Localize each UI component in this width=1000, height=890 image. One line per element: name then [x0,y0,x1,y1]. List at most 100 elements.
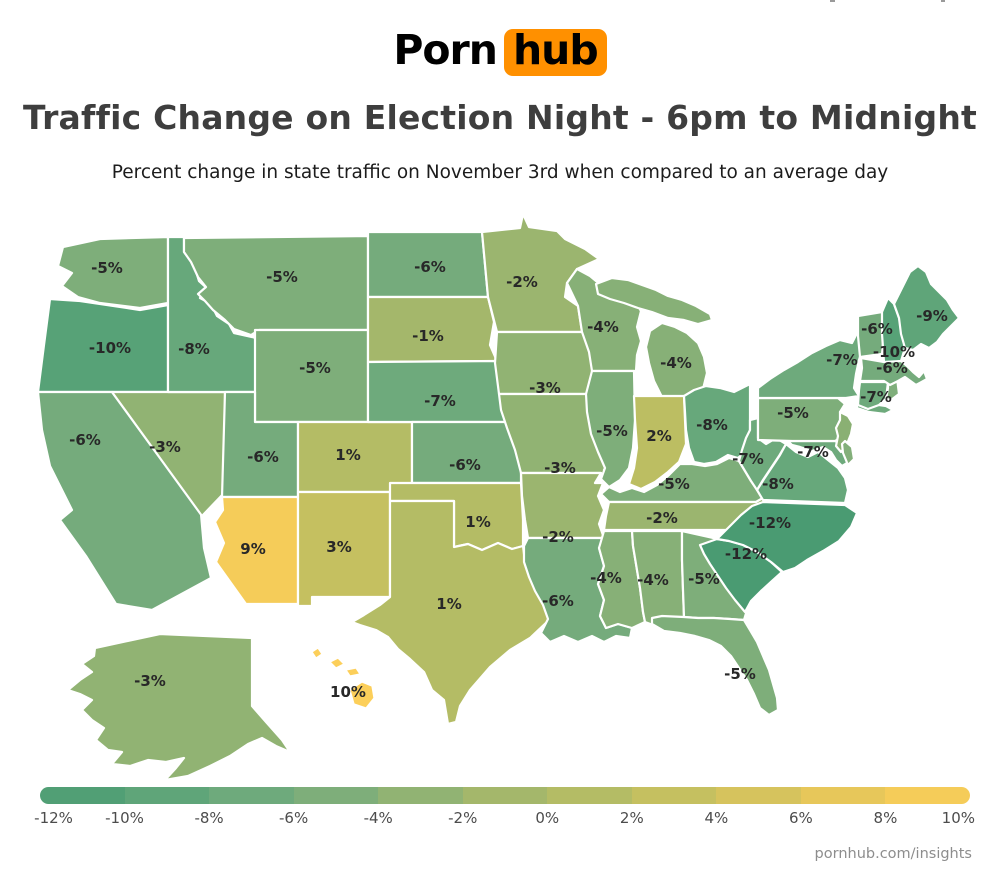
state-label-ga: -5% [688,570,720,588]
state-label-wy: -5% [299,359,331,377]
state-label-ia: -3% [529,379,561,397]
state-label-ar: -2% [542,528,574,546]
state-ak [66,632,292,782]
state-label-mo: -3% [544,459,576,477]
logo-porn-text: Porn [393,26,498,74]
state-de [840,439,856,467]
legend-tick: -12% [34,809,73,827]
state-label-nm: 3% [326,538,351,556]
state-hi [329,657,345,669]
legend-tick-labels: -12% -10% -8% -6% -4% -2% 0% 2% 4% 6% 8% 10% [34,809,975,831]
state-label-ct: -7% [860,388,892,406]
logo-hub-badge: hub [503,28,607,77]
state-label-ma: -6% [876,359,908,377]
state-label-sd: -1% [412,327,444,345]
state-label-ok: 1% [465,513,490,531]
state-ny [756,327,870,400]
state-in [627,394,688,491]
state-label-tn: -2% [646,509,678,527]
state-label-mn: -2% [506,273,538,291]
state-label-id: -8% [178,340,210,358]
state-label-ks: -6% [449,456,481,474]
legend-segment [209,787,294,804]
state-label-al: -4% [637,571,669,589]
legend-tick: -10% [105,809,144,827]
legend-gradient-bar [40,787,970,804]
legend-tick: 2% [619,809,644,827]
legend-segment [631,787,717,804]
legend-segment [462,787,548,804]
legend-tick: -4% [363,809,393,827]
footer-link: pornhub.com/insights [814,846,972,862]
legend-segment [547,787,632,804]
color-legend: -12% -10% -8% -6% -4% -2% 0% 2% 4% 6% 8% 10% [34,787,975,831]
state-label-nc: -12% [749,514,791,532]
state-label-ms: -4% [590,569,622,587]
state-label-nd: -6% [414,258,446,276]
state-ma [858,356,929,387]
state-label-fl: -5% [724,665,756,683]
state-wv [737,416,788,492]
state-mi [594,276,714,326]
state-label-wi: -4% [587,318,619,336]
state-label-wv: -7% [732,450,764,468]
state-label-vt: -6% [861,320,893,338]
state-label-nh: -10% [873,343,915,361]
state-tx [350,499,551,726]
state-mi [644,321,709,399]
state-me [892,264,961,352]
state-hi [311,647,323,659]
state-label-va: -8% [762,475,794,493]
legend-tick: 10% [941,809,976,827]
legend-segment [124,787,210,804]
legend-tick: 8% [873,809,898,827]
state-label-co: 1% [335,446,360,464]
state-label-nv: -3% [149,438,181,456]
legend-segment [800,787,886,804]
state-label-md: -7% [797,443,829,461]
legend-segment [378,787,463,804]
legend-segment [40,787,125,804]
state-label-or: -10% [89,339,131,357]
state-label-mt: -5% [266,268,298,286]
state-label-in: 2% [646,427,671,445]
state-label-az: 9% [240,540,265,558]
state-nc [715,500,859,574]
legend-tick: 4% [704,809,729,827]
state-label-pa: -5% [777,404,809,422]
top-edge-artifact [830,0,835,2]
state-label-hi: 10% [330,683,366,701]
state-label-ca: -6% [69,431,101,449]
state-label-ny: -7% [826,351,858,369]
state-label-oh: -8% [696,416,728,434]
state-fl [650,614,780,717]
legend-tick: 0% [535,809,560,827]
page-title: Traffic Change on Election Night - 6pm t… [22,98,977,137]
state-label-la: -6% [542,592,574,610]
state-label-sc: -12% [725,545,767,563]
legend-tick: 6% [789,809,813,827]
state-label-mi: -4% [660,354,692,372]
legend-tick: -6% [279,809,309,827]
top-edge-artifact [941,0,945,2]
state-label-ak: -3% [134,672,166,690]
state-label-ut: -6% [247,448,279,466]
state-ar [519,471,606,540]
state-label-il: -5% [596,422,628,440]
state-label-tx: 1% [436,595,461,613]
state-label-wa: -5% [91,259,123,277]
pornhub-logo: Porn hub [0,26,1000,77]
legend-segment [885,787,970,804]
state-label-me: -9% [916,307,948,325]
legend-segment [716,787,801,804]
legend-tick: -8% [194,809,224,827]
state-nj [834,410,855,454]
page-subtitle: Percent change in state traffic on Novem… [111,162,889,183]
state-label-ne: -7% [424,392,456,410]
state-label-ky: -5% [658,475,690,493]
legend-tick: -2% [448,809,478,827]
state-hi [349,681,375,709]
state-hi [345,667,361,677]
